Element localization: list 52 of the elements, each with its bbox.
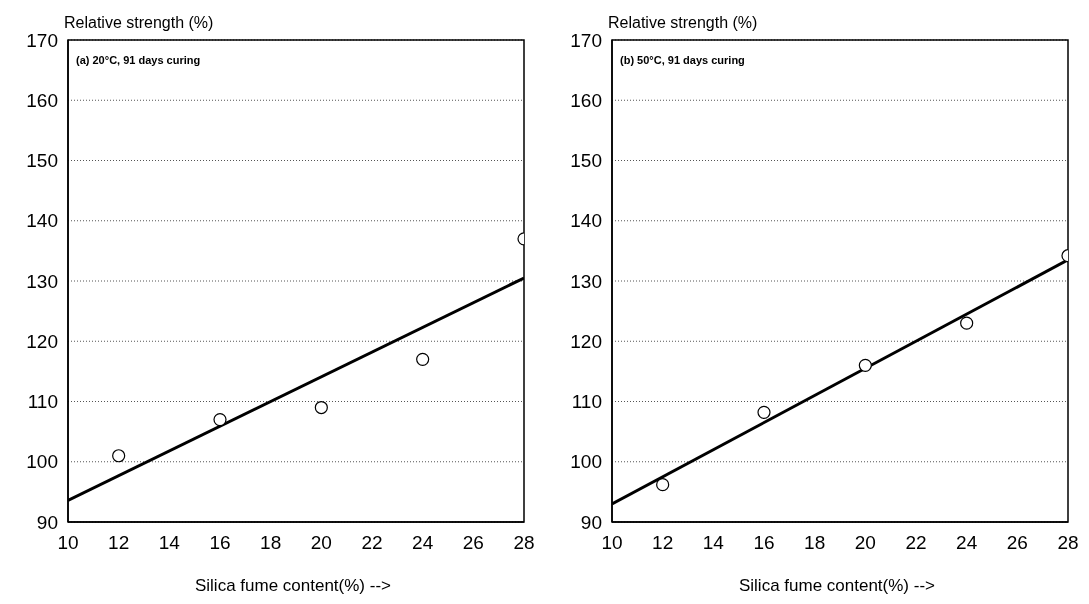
x-tick-label: 26 [462, 532, 484, 554]
x-tick-label: 14 [702, 532, 725, 554]
y-tick-label: 90 [580, 511, 602, 533]
point [112, 449, 126, 463]
point [314, 400, 328, 415]
y-tick-label: 170 [570, 29, 602, 51]
point [416, 352, 430, 366]
y-tick-label: 110 [27, 391, 58, 413]
x-tick-label: 28 [1057, 532, 1079, 554]
y-tick-label: 170 [26, 29, 58, 51]
x-tick-label: 16 [209, 532, 231, 554]
point [960, 316, 974, 330]
annotation: (b) 50°C, 91 days curing [620, 54, 745, 66]
x-tick-label: 12 [108, 532, 130, 554]
y-tick-label: 120 [26, 330, 58, 352]
x-tick-label: 24 [956, 532, 978, 554]
y-tick-label: 130 [26, 270, 58, 292]
x-tick-label: 12 [652, 532, 674, 554]
y-tick-label: 100 [570, 451, 602, 473]
y-tick-label: 140 [26, 210, 58, 232]
point [858, 358, 872, 372]
point [656, 478, 670, 492]
x-tick-label: 14 [158, 532, 181, 554]
y-tick-label: 100 [26, 451, 58, 473]
y-tick-label: 90 [36, 511, 58, 533]
x-tick-label: 18 [260, 532, 282, 554]
y-tick-label: 110 [571, 391, 602, 413]
point [213, 412, 227, 427]
y-tick-label: 150 [570, 150, 602, 172]
x-tick-label: 22 [905, 532, 927, 554]
x-tick-label: 26 [1006, 532, 1028, 554]
y-tick-label: 130 [570, 270, 602, 292]
y-tick-label: 160 [570, 90, 602, 111]
x-tick-label: 10 [601, 532, 623, 554]
y-tick-label: 150 [26, 150, 58, 172]
x-tick-label: 18 [804, 532, 826, 554]
x-tick-label: 20 [854, 532, 876, 554]
y-axis-title: Relative strength (%) [64, 14, 214, 32]
y-tick-label: 160 [26, 90, 58, 111]
x-tick-label: 10 [57, 532, 79, 554]
x-tick-label: 20 [310, 532, 332, 554]
x-tick-label: 16 [753, 532, 775, 554]
y-tick-label: 140 [570, 210, 602, 232]
annotation: (a) 20°C, 91 days curing [76, 54, 201, 66]
x-axis-title: Silica fume content(%) --> [737, 576, 936, 596]
point [757, 405, 771, 419]
x-axis-title: Silica fume content(%) --> [193, 576, 392, 596]
x-tick-label: 24 [412, 532, 434, 554]
x-tick-label: 22 [361, 532, 383, 554]
y-tick-label: 120 [570, 330, 602, 352]
y-axis-title: Relative strength (%) [608, 14, 758, 32]
x-tick-label: 28 [513, 532, 535, 554]
